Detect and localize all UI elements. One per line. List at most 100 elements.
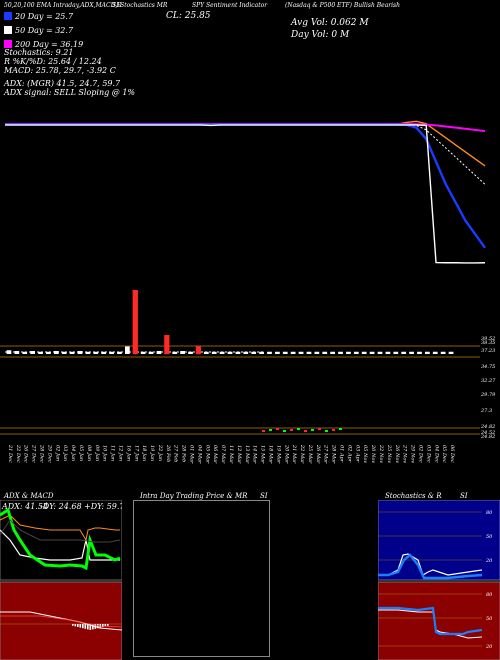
x-tick-label: 09 Jan xyxy=(94,445,100,461)
volume-bar xyxy=(85,351,91,354)
stoch-y-tick: 80 xyxy=(486,510,493,516)
x-tick-label: 12 Mar xyxy=(236,445,242,464)
volume-bar xyxy=(77,351,83,354)
macd-hist-bar xyxy=(104,624,107,627)
legend-item-20day: 20 Day = 25.7 xyxy=(4,12,83,21)
stoch-y-tick: 50 xyxy=(486,534,493,540)
x-tick-label: 22 Mar xyxy=(299,444,305,464)
volume-bar xyxy=(180,351,185,354)
adx-value: ADX: (MGR) 41.5, 24.7, 59.7 xyxy=(4,79,121,88)
stoch-y-tick: 20 xyxy=(485,558,493,564)
volume-bar xyxy=(125,346,130,354)
x-tick-label: 02 Jan xyxy=(54,445,60,461)
x-tick-label: 11 Mar xyxy=(228,445,234,464)
r-y-tick: 80 xyxy=(486,592,493,598)
adx-line-grey xyxy=(0,519,121,543)
legend-label: 20 Day = 25.7 xyxy=(15,12,74,21)
adx-label: ADX: 41.54 xyxy=(1,502,48,511)
volume-bar xyxy=(46,351,51,354)
adx-macd-title: ADX & MACD xyxy=(4,492,54,500)
x-tick-label: 17 Jan xyxy=(133,445,139,461)
volume-bar xyxy=(53,351,59,354)
x-tick-label: 12 Jan xyxy=(117,445,123,461)
volume-bar xyxy=(409,351,414,354)
x-tick-label: 22 Dec xyxy=(15,444,21,463)
adx-signal: ADX signal: SELL Sloping @ 1% xyxy=(4,88,136,97)
x-tick-label: 06 Dec xyxy=(449,445,455,463)
macd-value: MACD: 25.78, 29.7, -3.92 C xyxy=(4,66,116,75)
x-tick-label: 22 Nov xyxy=(378,444,384,463)
y-tick-label: 37.23 xyxy=(481,348,495,354)
x-tick-label: 26 Mar xyxy=(315,444,321,464)
x-tick-label: 06 Mar xyxy=(212,445,218,464)
legend-item-50day: 50 Day = 32.7 xyxy=(4,26,83,35)
price-marker xyxy=(304,430,307,432)
title-text: SPY Sentiment Indicator xyxy=(192,2,268,9)
macd-hist-bar xyxy=(79,624,82,628)
macd-hist-bar xyxy=(74,624,77,627)
stoch-r: R %K/%D: 25.64 / 12.24 xyxy=(4,57,102,66)
volume-bar xyxy=(188,351,193,354)
close-label: CL: 25.85 xyxy=(166,11,211,21)
intraday-panel xyxy=(133,500,270,657)
volume-bar xyxy=(338,351,343,354)
series-line-price xyxy=(5,124,486,264)
volume-bar xyxy=(172,351,178,354)
macd-hist-bar xyxy=(92,624,94,630)
price-chart xyxy=(5,120,486,264)
x-tick-label: 27 Mar xyxy=(323,444,329,464)
legend-label: 200 Day = 36.19 xyxy=(15,40,84,49)
volume-bar xyxy=(377,351,383,354)
x-tick-label: 16 Jan xyxy=(125,445,131,461)
volume-bar xyxy=(290,351,296,354)
volume-bar xyxy=(432,351,438,354)
x-tick-label: 20 Nov xyxy=(370,444,376,463)
x-tick-label: 13 Mar xyxy=(244,445,250,464)
macd-hist-bar xyxy=(82,624,84,629)
legend-label: 50 Day = 32.7 xyxy=(15,26,74,35)
intraday-title: Intra Day Trading Price & MR xyxy=(140,492,248,500)
x-tick-label: 26 Feb xyxy=(165,444,171,462)
volume-bar xyxy=(243,351,249,354)
volume-bar xyxy=(282,351,288,354)
macd-signal xyxy=(0,615,122,628)
macd-hist-bar xyxy=(77,624,79,627)
volume-bar xyxy=(93,351,99,354)
volume-bar xyxy=(117,351,122,354)
y-tick-label: 34.75 xyxy=(481,364,495,370)
volume-bar xyxy=(211,351,217,354)
volume-bar xyxy=(275,351,280,354)
stochastics-title: Stochastics & R xyxy=(385,492,442,500)
x-tick-label: 02 Dec xyxy=(417,445,423,463)
volume-bar xyxy=(251,351,257,354)
volume-bar xyxy=(322,351,328,354)
volume-bar xyxy=(298,351,304,354)
price-marker xyxy=(311,429,314,431)
x-tick-label: 18 Mar xyxy=(267,445,273,464)
volume-bar xyxy=(38,351,43,354)
price-marker xyxy=(276,428,279,430)
x-tick-label: 05 Dec xyxy=(441,445,447,463)
volume-bar xyxy=(109,351,114,354)
volume-bar xyxy=(330,351,335,354)
macd-panel xyxy=(0,581,122,660)
price-marker xyxy=(297,428,300,430)
y-tick-label: 39.52 xyxy=(481,336,495,342)
volume-bar xyxy=(132,290,138,355)
x-tick-label: 21 Dec xyxy=(7,444,13,463)
legend-swatch xyxy=(4,26,12,34)
x-tick-label: 03 Dec xyxy=(425,445,431,463)
x-tick-label: 26 Nov xyxy=(394,444,400,463)
price-marker xyxy=(262,430,265,432)
macd-hist-bar xyxy=(87,624,89,630)
volume-bar xyxy=(259,351,264,354)
dy-plus-label: +DY: 59.74 xyxy=(84,502,122,511)
volume-bar xyxy=(164,335,170,355)
x-tick-label: 19 Jan xyxy=(149,445,155,461)
volume-bar xyxy=(314,351,320,354)
stoch-k-line xyxy=(378,553,483,576)
macd-hist-bar xyxy=(97,624,99,629)
x-tick-label: 03 Apr xyxy=(354,445,360,463)
volume-bar xyxy=(219,351,225,354)
y-tick-label: 24.82 xyxy=(480,424,495,430)
